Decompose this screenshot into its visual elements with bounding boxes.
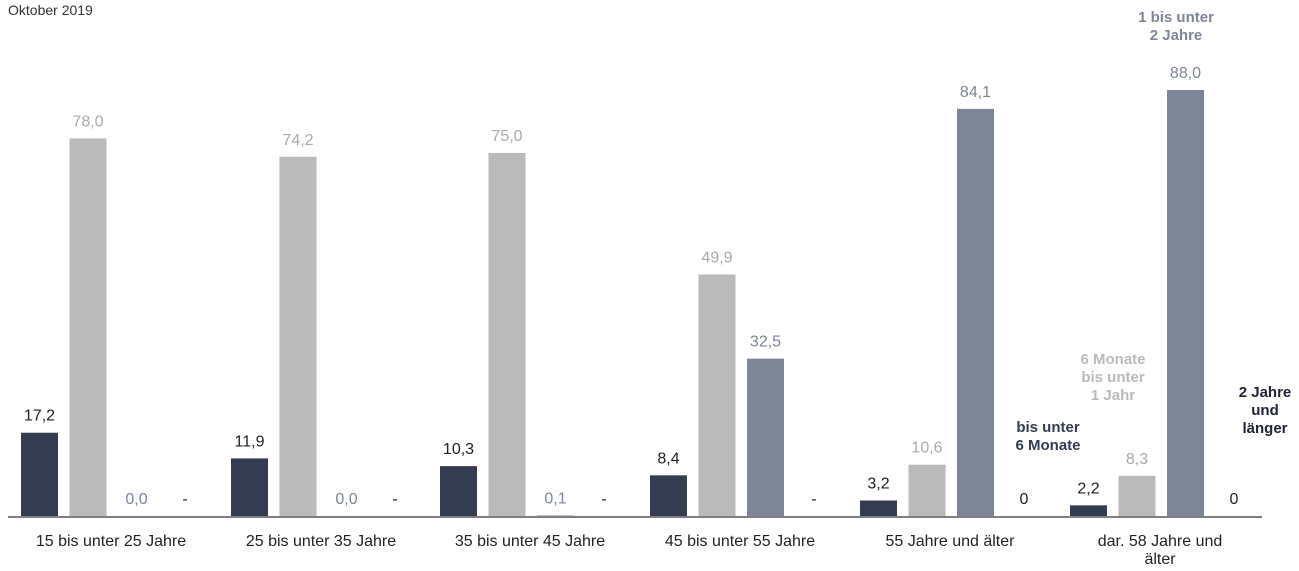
- data-label: 0,0: [335, 491, 357, 508]
- bar: [908, 464, 946, 516]
- data-label: 78,0: [72, 113, 103, 130]
- bar: [860, 500, 897, 516]
- data-label: 49,9: [701, 249, 732, 266]
- legend-label: 6 Monate: [1015, 437, 1080, 454]
- data-label: 0: [1020, 491, 1029, 508]
- legend-label: bis unter: [1081, 369, 1145, 386]
- bar: [747, 358, 784, 516]
- bar: [1118, 475, 1156, 516]
- data-label: 74,2: [282, 132, 313, 149]
- data-label: 0,0: [125, 491, 147, 508]
- bar: [698, 274, 736, 516]
- data-label: 11,9: [235, 433, 265, 450]
- data-label: -: [811, 491, 816, 508]
- data-label: -: [182, 491, 187, 508]
- data-label: 17,2: [24, 408, 55, 425]
- bar: [957, 108, 994, 516]
- bar: [231, 458, 268, 516]
- category-label: 55 Jahre und älter: [886, 533, 1016, 550]
- data-label: 10,6: [911, 440, 942, 457]
- data-label: 75,0: [491, 128, 522, 145]
- legend-label: 2 Jahre: [1239, 384, 1292, 401]
- bar: [1167, 90, 1204, 516]
- data-label: 8,3: [1126, 451, 1148, 468]
- data-label: 10,3: [443, 441, 474, 458]
- data-label: 32,5: [750, 334, 781, 351]
- category-label: dar. 58 Jahre und: [1098, 533, 1223, 550]
- bar: [69, 138, 107, 516]
- data-label: 88,0: [1170, 65, 1201, 82]
- legend-label: 2 Jahre: [1150, 27, 1203, 44]
- bar: [279, 156, 317, 516]
- category-label: 15 bis unter 25 Jahre: [36, 533, 186, 550]
- data-label: 2,2: [1077, 480, 1099, 497]
- category-label: 35 bis unter 45 Jahre: [455, 533, 605, 550]
- category-label: 45 bis unter 55 Jahre: [665, 533, 815, 550]
- legend-label: bis unter: [1016, 419, 1080, 436]
- bar: [21, 432, 58, 516]
- legend-label: 1 Jahr: [1091, 387, 1135, 404]
- bar: [488, 152, 526, 516]
- data-label: 0: [1230, 491, 1239, 508]
- category-label: älter: [1144, 551, 1176, 568]
- data-label: 3,2: [867, 476, 889, 493]
- bar: [1070, 505, 1107, 516]
- bar: [440, 466, 477, 516]
- legend-label: und: [1251, 402, 1279, 419]
- legend-label: 1 bis unter: [1138, 9, 1214, 26]
- data-label: 8,4: [657, 450, 679, 467]
- chart-subtitle: Oktober 2019: [8, 2, 93, 18]
- data-label: -: [601, 491, 606, 508]
- data-label: -: [392, 491, 397, 508]
- category-label: 25 bis unter 35 Jahre: [246, 533, 396, 550]
- data-label: 84,1: [960, 84, 991, 101]
- data-label: 0,1: [544, 491, 566, 508]
- bar: [650, 475, 687, 516]
- legend-label: länger: [1242, 420, 1287, 437]
- legend-label: 6 Monate: [1080, 351, 1145, 368]
